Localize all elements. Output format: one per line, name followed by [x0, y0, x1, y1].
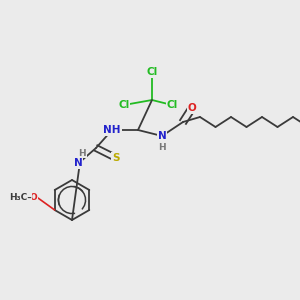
Text: O: O [188, 103, 196, 113]
Text: H₃C–: H₃C– [9, 194, 32, 202]
Text: N: N [74, 158, 82, 168]
Text: N: N [158, 131, 166, 141]
Text: H: H [78, 148, 86, 158]
Text: Cl: Cl [118, 100, 130, 110]
Text: Cl: Cl [146, 67, 158, 77]
Text: O: O [29, 194, 37, 202]
Text: Cl: Cl [167, 100, 178, 110]
Text: S: S [112, 153, 120, 163]
Text: H: H [158, 143, 166, 152]
Text: NH: NH [103, 125, 121, 135]
